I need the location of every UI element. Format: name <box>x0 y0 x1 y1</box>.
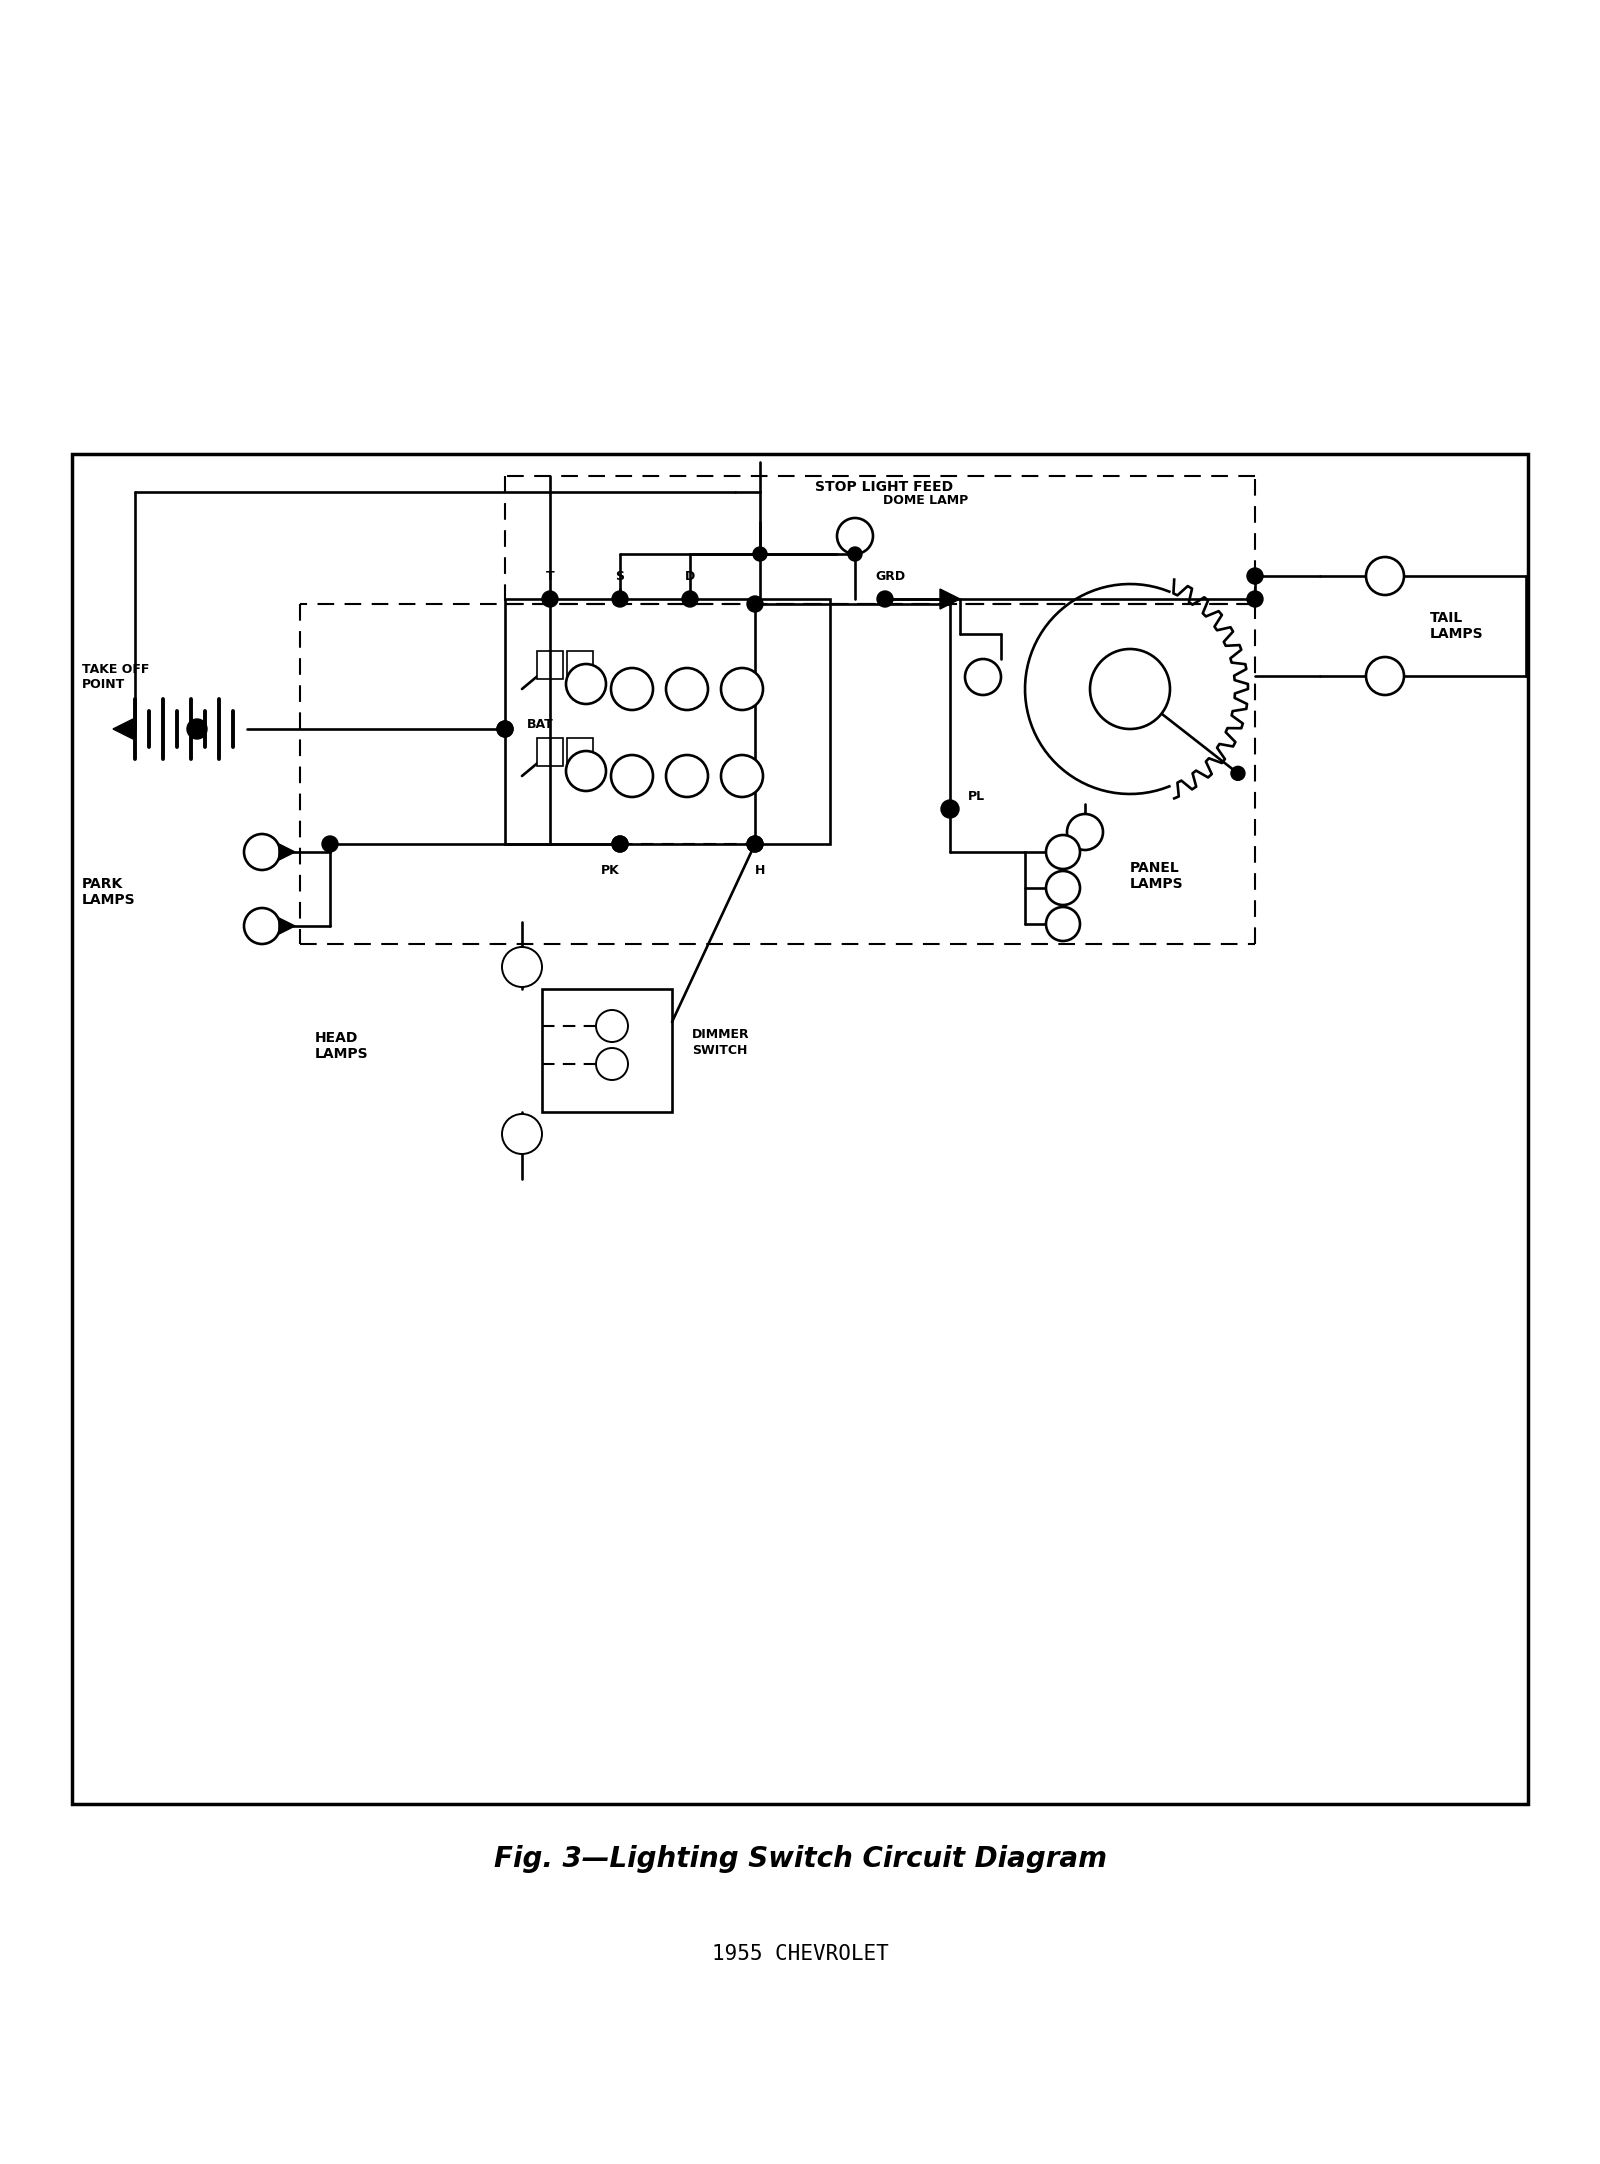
Circle shape <box>1366 556 1405 595</box>
Text: PK: PK <box>600 863 619 876</box>
Text: TAIL
LAMPS: TAIL LAMPS <box>1430 610 1483 641</box>
Bar <box>542 989 672 1112</box>
Text: PARK
LAMPS: PARK LAMPS <box>82 876 136 907</box>
Text: T: T <box>546 571 554 584</box>
Circle shape <box>611 835 627 853</box>
Circle shape <box>1067 814 1102 850</box>
Circle shape <box>611 591 627 606</box>
Circle shape <box>722 755 763 796</box>
Circle shape <box>611 755 653 796</box>
Circle shape <box>502 948 542 987</box>
Circle shape <box>747 595 763 612</box>
Text: 1955 CHEVROLET: 1955 CHEVROLET <box>712 1943 888 1965</box>
Polygon shape <box>278 918 294 935</box>
Text: HEAD
LAMPS: HEAD LAMPS <box>315 1030 368 1060</box>
Text: BAT: BAT <box>526 718 554 731</box>
Circle shape <box>837 517 874 554</box>
Circle shape <box>747 835 763 853</box>
Circle shape <box>1046 870 1080 905</box>
Bar <box>538 738 563 766</box>
Circle shape <box>848 547 862 560</box>
Text: S: S <box>616 571 624 584</box>
Bar <box>72 454 1528 1805</box>
Bar <box>566 738 594 766</box>
Circle shape <box>877 591 893 606</box>
Bar <box>538 651 563 679</box>
Polygon shape <box>941 589 960 608</box>
Circle shape <box>666 755 707 796</box>
Circle shape <box>747 835 763 853</box>
Text: TAKE OFF
POINT: TAKE OFF POINT <box>82 662 149 690</box>
Circle shape <box>611 835 627 853</box>
Bar <box>506 599 830 844</box>
Circle shape <box>1246 567 1262 584</box>
Circle shape <box>754 547 766 560</box>
Polygon shape <box>278 844 294 859</box>
Text: DOME LAMP: DOME LAMP <box>883 496 968 509</box>
Text: Fig. 3—Lighting Switch Circuit Diagram: Fig. 3—Lighting Switch Circuit Diagram <box>493 1846 1107 1874</box>
Circle shape <box>611 669 653 710</box>
Bar <box>566 651 594 679</box>
Circle shape <box>187 718 206 738</box>
Text: H: H <box>755 863 765 876</box>
Circle shape <box>542 591 558 606</box>
Circle shape <box>595 1047 627 1080</box>
Circle shape <box>243 909 280 944</box>
Circle shape <box>498 721 514 738</box>
Circle shape <box>682 591 698 606</box>
Text: D: D <box>685 571 694 584</box>
Circle shape <box>566 751 606 792</box>
Circle shape <box>502 1114 542 1153</box>
Text: PL: PL <box>968 790 986 803</box>
Polygon shape <box>114 718 133 738</box>
Circle shape <box>498 721 514 738</box>
Text: DIMMER
SWITCH: DIMMER SWITCH <box>691 1028 750 1056</box>
Circle shape <box>722 669 763 710</box>
Circle shape <box>322 835 338 853</box>
Circle shape <box>566 664 606 703</box>
Text: GRD: GRD <box>875 571 906 584</box>
Circle shape <box>595 1011 627 1043</box>
Circle shape <box>1246 591 1262 606</box>
Circle shape <box>666 669 707 710</box>
Circle shape <box>1230 766 1245 781</box>
Circle shape <box>1366 658 1405 695</box>
Circle shape <box>941 801 958 818</box>
Text: STOP LIGHT FEED: STOP LIGHT FEED <box>814 480 954 493</box>
Circle shape <box>1046 835 1080 870</box>
Circle shape <box>1090 649 1170 729</box>
Circle shape <box>243 833 280 870</box>
Circle shape <box>965 660 1002 695</box>
Text: PANEL
LAMPS: PANEL LAMPS <box>1130 861 1184 892</box>
Circle shape <box>1046 907 1080 941</box>
